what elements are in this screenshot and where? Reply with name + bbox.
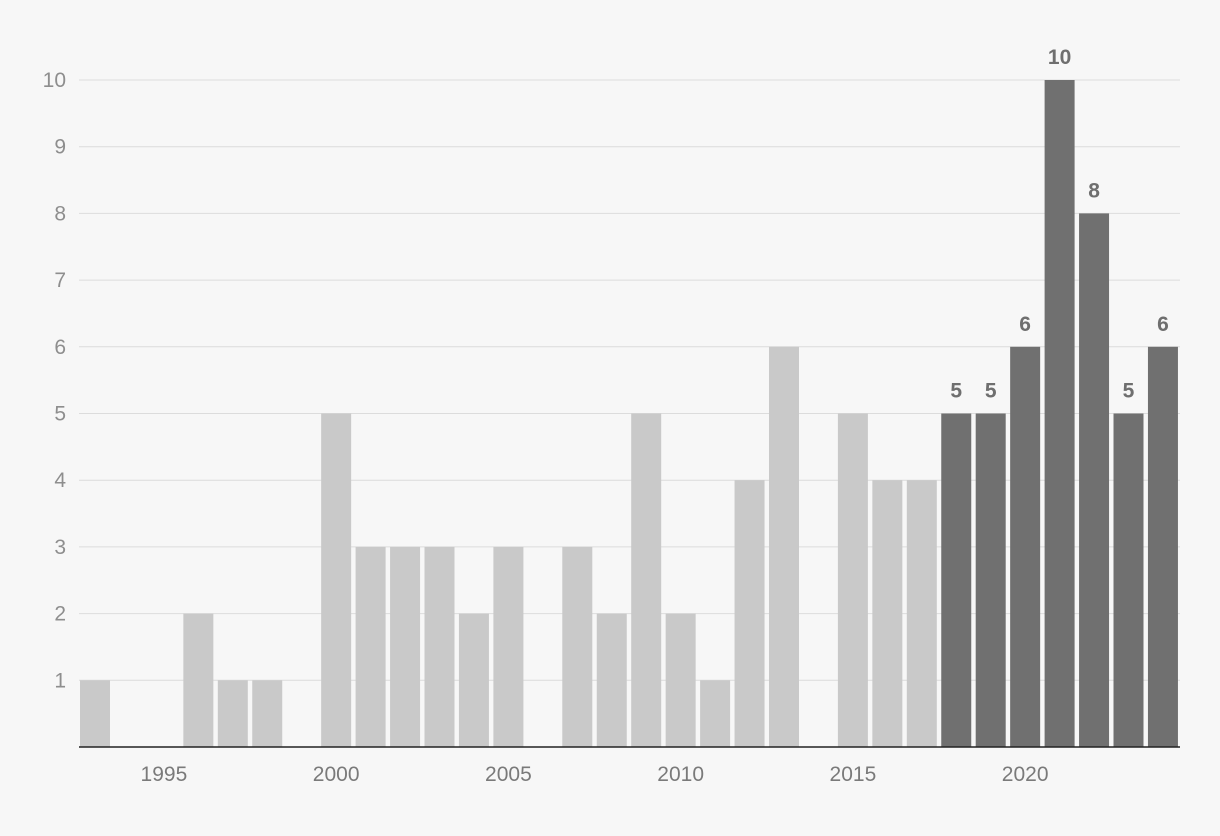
- bar-2009: [631, 413, 662, 747]
- y-tick-label: 4: [54, 469, 66, 492]
- y-tick-label: 8: [54, 202, 66, 225]
- data-label-2022: 8: [1088, 179, 1100, 202]
- x-axis-ticks: 1995 2000 2005 2010 2015 2020: [141, 763, 1049, 786]
- bar-1996: [183, 613, 214, 747]
- data-label-2024: 6: [1157, 313, 1169, 336]
- bar-1998: [252, 680, 283, 747]
- bar-1993: [80, 680, 110, 747]
- bar-2016: [872, 480, 903, 747]
- bar-2013: [769, 346, 799, 747]
- bar-2012: [734, 480, 765, 747]
- bar-2020: [1010, 346, 1041, 747]
- bar-2003: [424, 546, 455, 747]
- y-tick-label: 2: [54, 603, 66, 626]
- bar-2005: [493, 546, 524, 747]
- bar-2018: [941, 413, 972, 747]
- bar-2024: [1147, 346, 1178, 747]
- bar-2004: [458, 613, 489, 747]
- y-axis-ticks: 1 2 3 4 5 6 7 8 9 10: [43, 69, 67, 692]
- bar-2011: [700, 680, 731, 747]
- y-tick-label: 9: [54, 136, 66, 159]
- data-label-2020: 6: [1019, 313, 1031, 336]
- y-tick-label: 1: [54, 669, 66, 692]
- bar-2007: [562, 546, 593, 747]
- bar-2015: [837, 413, 868, 747]
- x-tick-label: 1995: [141, 763, 188, 786]
- bar-2008: [596, 613, 627, 747]
- y-tick-label: 6: [54, 336, 66, 359]
- x-tick-label: 2020: [1002, 763, 1049, 786]
- bar-2017: [906, 480, 937, 747]
- gridlines: [79, 79, 1180, 681]
- x-tick-label: 2015: [830, 763, 877, 786]
- x-tick-label: 2000: [313, 763, 360, 786]
- data-label-2019: 5: [985, 380, 997, 403]
- bar-2010: [665, 613, 696, 747]
- y-tick-label: 3: [54, 536, 66, 559]
- data-label-2023: 5: [1123, 380, 1135, 403]
- y-tick-label: 7: [54, 269, 66, 292]
- bar-2001: [355, 546, 386, 747]
- data-label-2018: 5: [950, 380, 962, 403]
- bars: [80, 80, 1178, 747]
- x-tick-label: 2010: [657, 763, 704, 786]
- bar-1997: [217, 680, 248, 747]
- bar-2000: [321, 413, 352, 747]
- bar-2021: [1044, 80, 1075, 747]
- bar-2019: [975, 413, 1006, 747]
- bar-2002: [390, 546, 421, 747]
- bar-2022: [1079, 213, 1110, 747]
- bar-2023: [1113, 413, 1144, 747]
- y-tick-label: 10: [43, 69, 66, 92]
- data-label-2021: 10: [1048, 46, 1071, 69]
- y-tick-label: 5: [54, 403, 66, 426]
- x-tick-label: 2005: [485, 763, 532, 786]
